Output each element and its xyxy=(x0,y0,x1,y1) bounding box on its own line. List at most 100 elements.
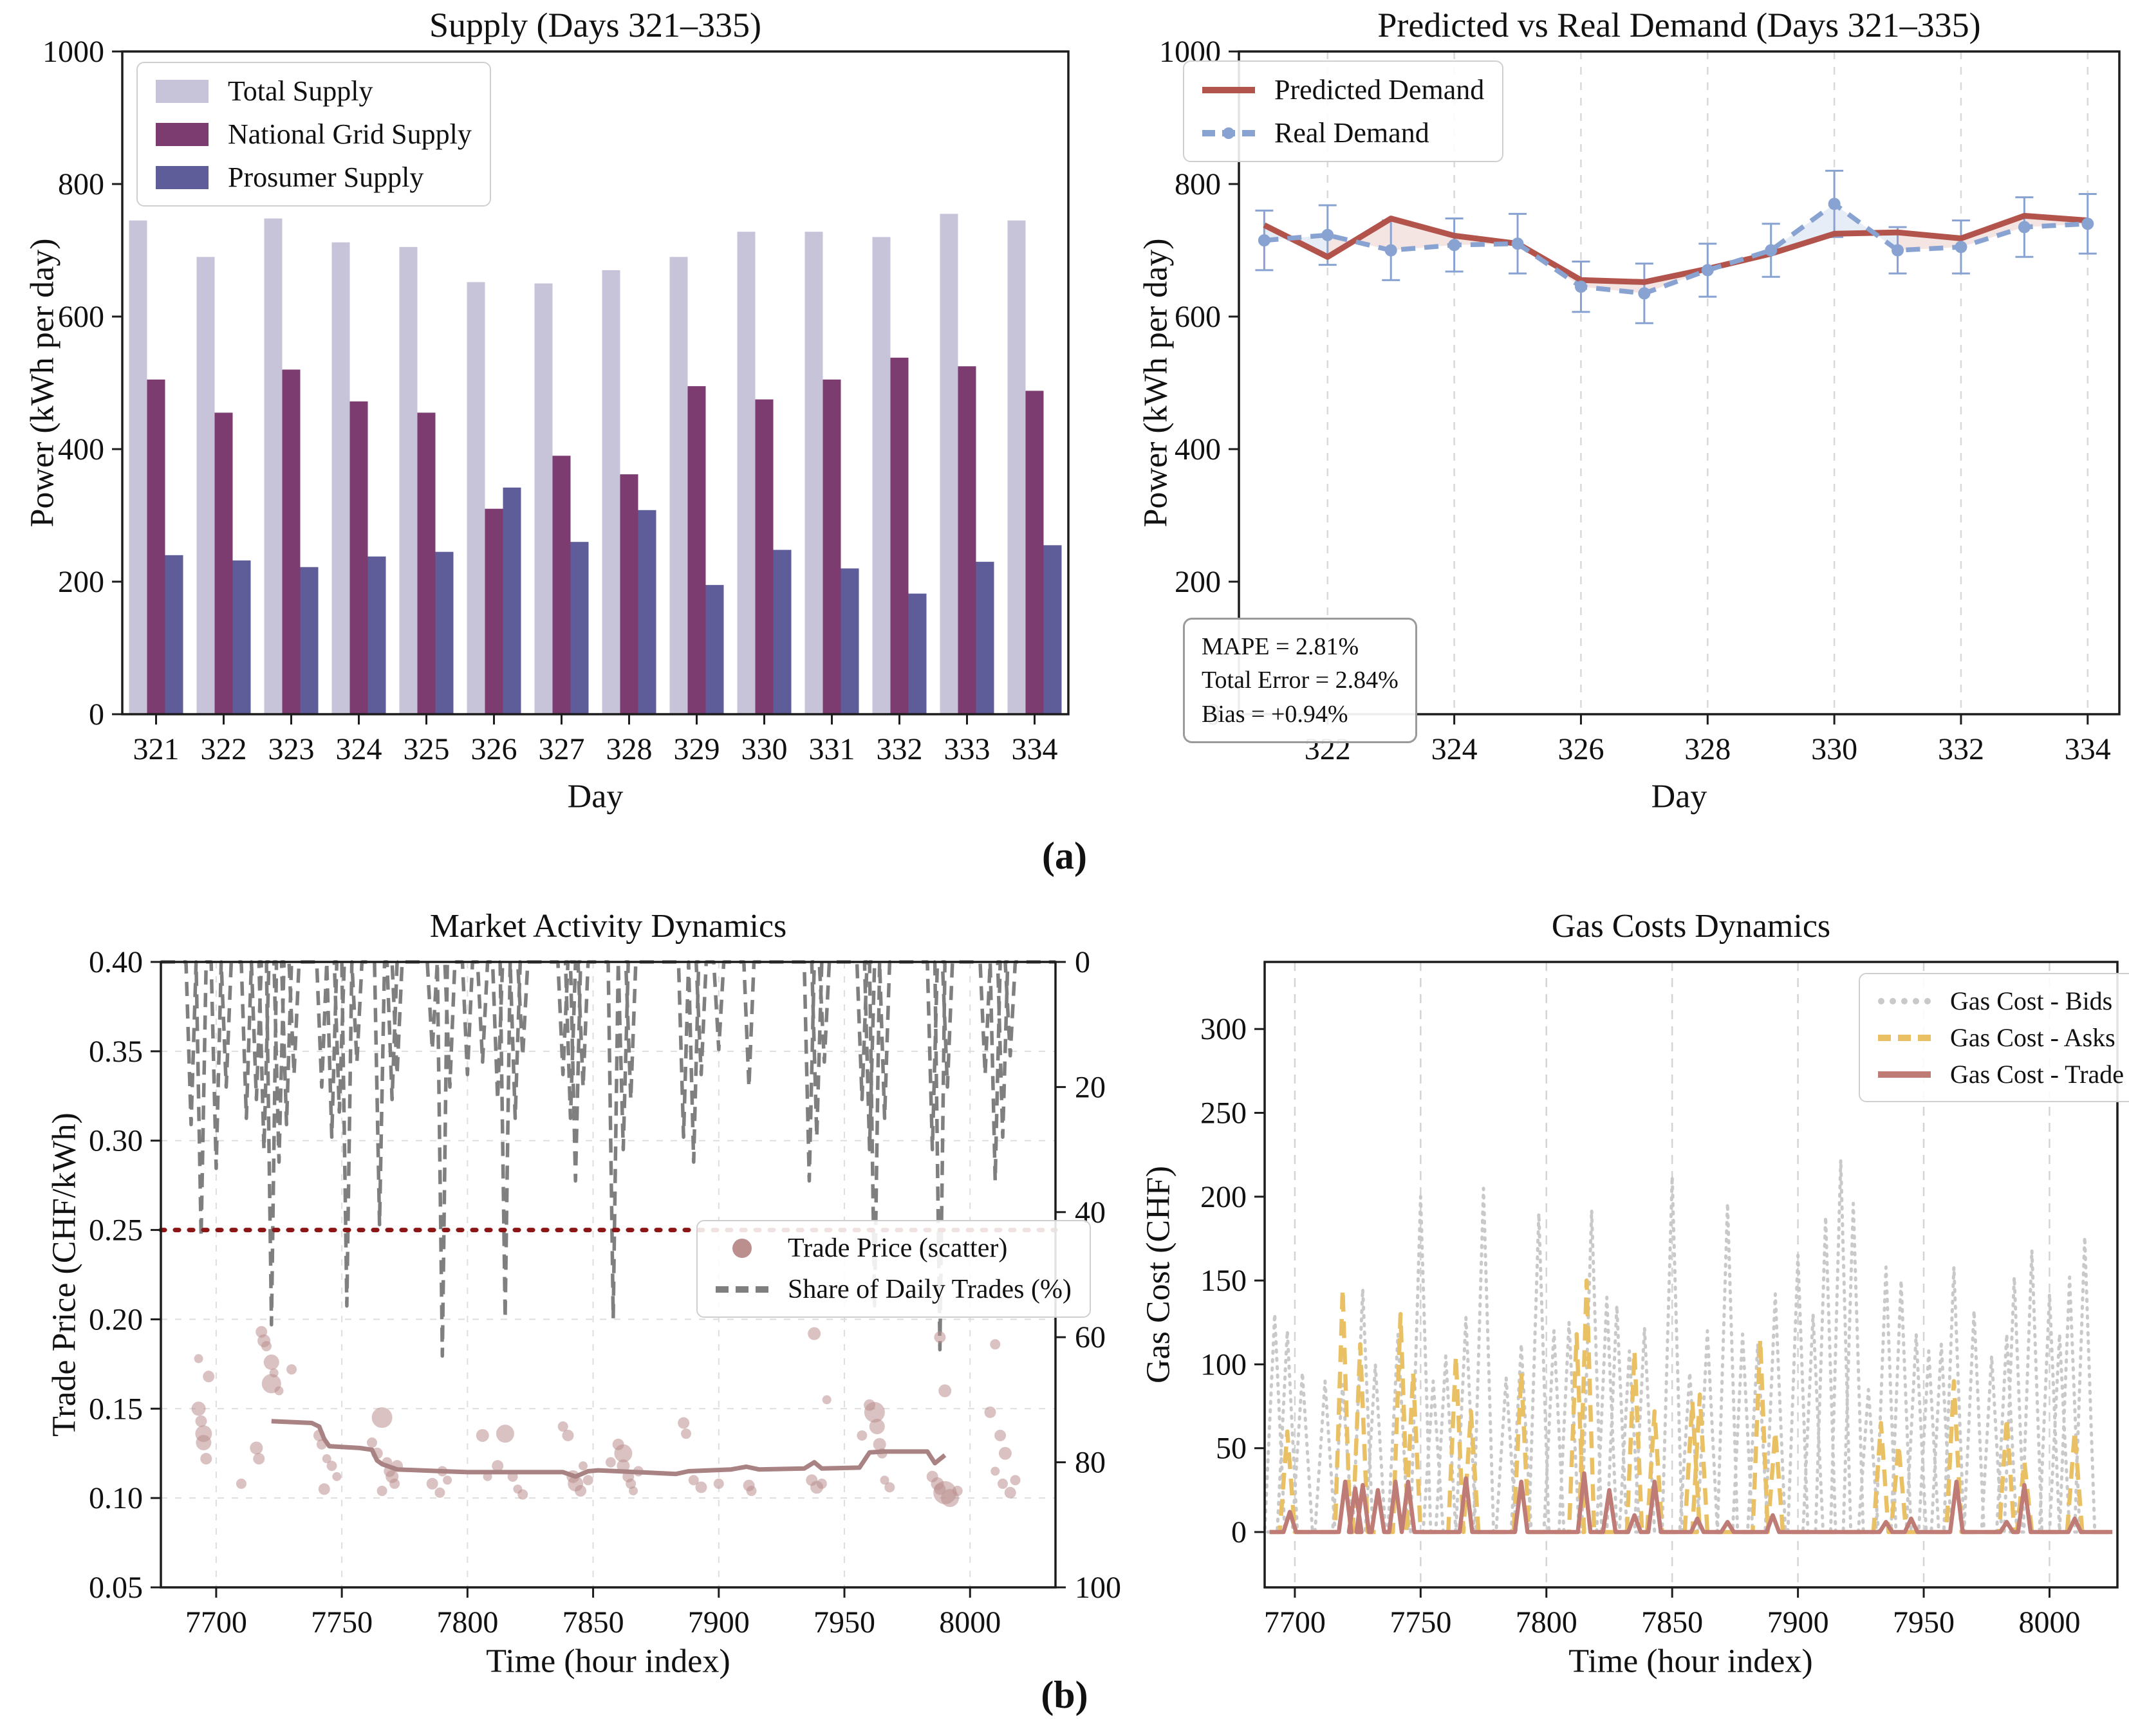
gas-bids-swatch xyxy=(1878,997,1931,1004)
svg-text:330: 330 xyxy=(741,732,788,766)
legend-item-gas-asks: Gas Cost - Asks xyxy=(1878,1022,2124,1053)
svg-text:80: 80 xyxy=(1075,1446,1106,1480)
svg-text:400: 400 xyxy=(1175,432,1221,466)
market-x-axis-label: Time (hour index) xyxy=(486,1643,730,1680)
svg-text:7950: 7950 xyxy=(813,1605,875,1639)
svg-text:0: 0 xyxy=(1231,1515,1247,1549)
gas-x-axis-label: Time (hour index) xyxy=(1568,1643,1813,1680)
svg-text:332: 332 xyxy=(1938,732,1984,766)
svg-text:7750: 7750 xyxy=(311,1605,373,1639)
panel-a-label: (a) xyxy=(1042,835,1087,877)
svg-text:0.10: 0.10 xyxy=(89,1481,143,1515)
svg-text:300: 300 xyxy=(1200,1012,1247,1046)
svg-text:1000: 1000 xyxy=(42,35,104,69)
svg-text:200: 200 xyxy=(1175,565,1221,599)
legend-item-total-supply: Total Supply xyxy=(156,75,472,107)
svg-text:322: 322 xyxy=(201,732,247,766)
svg-text:60: 60 xyxy=(1075,1320,1106,1354)
svg-text:7800: 7800 xyxy=(1516,1605,1577,1639)
svg-text:0.40: 0.40 xyxy=(89,945,143,979)
legend-label: Gas Cost - Asks xyxy=(1950,1023,2115,1052)
trade-price-swatch xyxy=(732,1239,752,1258)
market-chart-title: Market Activity Dynamics xyxy=(429,908,787,945)
supply-bar-chart: 0 200 400 600 800 1000 321 322 323 324 325 326 327 32… xyxy=(42,35,1070,766)
bias-value: Bias = +0.94% xyxy=(1202,700,1348,728)
gas-trade-swatch xyxy=(1878,1071,1931,1078)
total-supply-swatch xyxy=(156,79,209,103)
svg-text:0.25: 0.25 xyxy=(89,1214,143,1248)
mape-value: MAPE = 2.81% xyxy=(1202,633,1359,660)
market-legend: Trade Price (scatter) Share of Daily Tra… xyxy=(696,1220,1091,1318)
svg-text:328: 328 xyxy=(1684,732,1731,766)
legend-label: National Grid Supply xyxy=(228,118,472,150)
svg-text:326: 326 xyxy=(1557,732,1604,766)
legend-item-prosumer-supply: Prosumer Supply xyxy=(156,161,472,194)
share-trades-swatch xyxy=(716,1286,768,1293)
panel-b-label: (b) xyxy=(1041,1674,1088,1716)
legend-label: Gas Cost - Bids xyxy=(1950,986,2113,1015)
legend-item-predicted: Predicted Demand xyxy=(1202,73,1484,106)
svg-text:327: 327 xyxy=(539,732,585,766)
svg-text:7900: 7900 xyxy=(1767,1605,1829,1639)
prosumer-supply-swatch xyxy=(156,165,209,189)
gas-asks-swatch xyxy=(1878,1034,1931,1041)
svg-text:7800: 7800 xyxy=(436,1605,498,1639)
svg-text:330: 330 xyxy=(1811,732,1857,766)
legend-item-gas-bids: Gas Cost - Bids xyxy=(1878,986,2124,1016)
svg-text:100: 100 xyxy=(1200,1347,1247,1381)
legend-label: Total Supply xyxy=(228,75,373,107)
svg-text:333: 333 xyxy=(944,732,990,766)
legend-item-gas-trade: Gas Cost - Trade xyxy=(1878,1059,2124,1089)
svg-text:325: 325 xyxy=(404,732,450,766)
real-demand-marker xyxy=(1223,127,1234,139)
svg-text:0: 0 xyxy=(1075,945,1090,979)
real-demand-swatch xyxy=(1202,127,1255,139)
svg-text:800: 800 xyxy=(1175,167,1221,201)
svg-text:50: 50 xyxy=(1216,1432,1247,1466)
svg-text:7700: 7700 xyxy=(185,1605,247,1639)
svg-text:329: 329 xyxy=(674,732,720,766)
svg-text:100: 100 xyxy=(1075,1571,1121,1605)
svg-text:250: 250 xyxy=(1200,1096,1247,1131)
svg-text:0.30: 0.30 xyxy=(89,1124,143,1158)
grid-supply-swatch xyxy=(156,122,209,146)
svg-text:331: 331 xyxy=(809,732,855,766)
svg-text:7700: 7700 xyxy=(1264,1605,1326,1639)
svg-text:600: 600 xyxy=(58,300,104,334)
legend-item-trade-price: Trade Price (scatter) xyxy=(716,1233,1072,1264)
supply-x-axis-label: Day xyxy=(567,778,624,815)
svg-text:321: 321 xyxy=(133,732,180,766)
svg-text:7950: 7950 xyxy=(1893,1605,1955,1639)
error-metrics-box: MAPE = 2.81% Total Error = 2.84% Bias = … xyxy=(1183,618,1417,744)
svg-text:323: 323 xyxy=(268,732,315,766)
legend-label: Trade Price (scatter) xyxy=(788,1233,1008,1263)
svg-text:334: 334 xyxy=(2065,732,2111,766)
svg-text:0: 0 xyxy=(89,697,104,732)
supply-chart-title: Supply (Days 321–335) xyxy=(429,6,761,44)
svg-text:0.05: 0.05 xyxy=(89,1571,143,1605)
svg-text:324: 324 xyxy=(336,732,382,766)
legend-label: Real Demand xyxy=(1274,117,1429,149)
svg-text:20: 20 xyxy=(1075,1070,1106,1104)
svg-text:7900: 7900 xyxy=(688,1605,750,1639)
svg-text:332: 332 xyxy=(877,732,923,766)
svg-text:7850: 7850 xyxy=(1641,1605,1703,1639)
svg-text:7750: 7750 xyxy=(1390,1605,1451,1639)
svg-text:8000: 8000 xyxy=(2018,1605,2080,1639)
demand-line-chart: 02004006008001000322324326328330332334 xyxy=(1159,35,2121,766)
svg-text:0.20: 0.20 xyxy=(89,1302,143,1336)
gas-legend: Gas Cost - Bids Gas Cost - Asks Gas Cost… xyxy=(1859,973,2129,1102)
legend-item-grid-supply: National Grid Supply xyxy=(156,118,472,151)
demand-x-axis-label: Day xyxy=(1651,778,1707,815)
supply-legend: Total Supply National Grid Supply Prosum… xyxy=(136,62,491,207)
svg-text:326: 326 xyxy=(471,732,517,766)
legend-item-share-trades: Share of Daily Trades (%) xyxy=(716,1274,1072,1305)
svg-text:600: 600 xyxy=(1175,300,1221,334)
svg-text:0.35: 0.35 xyxy=(89,1035,143,1069)
svg-text:400: 400 xyxy=(58,432,104,466)
total-error-value: Total Error = 2.84% xyxy=(1202,667,1399,694)
svg-text:0.15: 0.15 xyxy=(89,1392,143,1426)
svg-text:8000: 8000 xyxy=(939,1605,1001,1639)
svg-text:200: 200 xyxy=(1200,1180,1247,1214)
